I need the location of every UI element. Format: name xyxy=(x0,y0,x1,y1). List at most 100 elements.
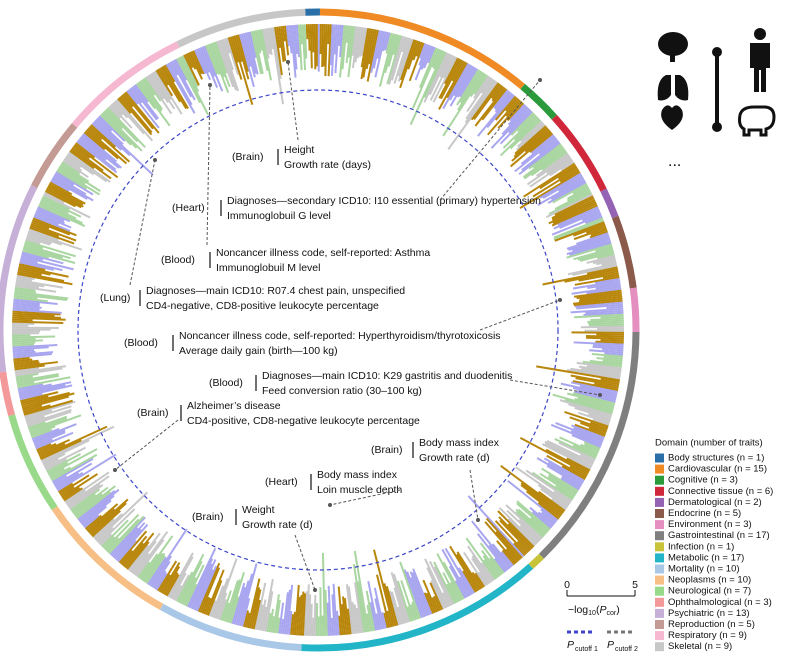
bar-texture xyxy=(423,52,449,103)
bar-texture xyxy=(53,174,87,196)
bar-texture xyxy=(272,27,282,79)
bar-texture xyxy=(588,413,611,422)
bar-texture xyxy=(482,555,500,578)
scale-label: −log10(Pcor) xyxy=(568,604,620,617)
bar-texture xyxy=(507,523,534,550)
legend-label: Skeletal (n = 9) xyxy=(668,641,732,652)
bar-texture xyxy=(216,40,235,88)
bar-texture xyxy=(23,399,73,416)
bar-texture xyxy=(108,105,121,119)
bar-texture xyxy=(145,76,173,115)
bar-texture xyxy=(592,345,624,350)
bar-texture xyxy=(103,513,140,551)
bar-texture xyxy=(244,32,257,74)
bar-texture xyxy=(152,560,171,589)
bar-texture xyxy=(357,581,368,633)
bar-texture xyxy=(339,24,344,58)
bar-texture xyxy=(365,28,376,70)
bar-texture xyxy=(585,224,607,234)
bar-texture xyxy=(602,274,620,279)
brain-stem xyxy=(670,52,675,62)
bar-texture xyxy=(595,283,621,290)
bar-texture xyxy=(400,580,416,621)
bar-texture xyxy=(18,267,51,276)
bar-texture xyxy=(87,508,116,533)
bar-texture xyxy=(27,421,46,429)
bar-texture xyxy=(62,486,81,500)
legend-swatch xyxy=(655,497,664,507)
bar-texture xyxy=(22,249,50,259)
bar-texture xyxy=(551,204,598,227)
scale-label-part: 10 xyxy=(588,610,596,617)
bar-texture xyxy=(488,557,503,576)
bar-texture xyxy=(590,228,608,237)
bar-texture xyxy=(411,601,420,620)
bar-texture xyxy=(218,40,238,91)
bar-texture xyxy=(164,64,176,83)
bar-texture xyxy=(346,608,352,635)
bar-texture xyxy=(94,513,123,541)
bar-texture xyxy=(481,88,508,121)
bar-texture xyxy=(14,292,68,301)
bar-texture xyxy=(586,336,624,340)
tissue-label: (Heart) xyxy=(172,202,205,214)
bar-texture xyxy=(63,158,83,172)
bar-texture xyxy=(39,200,77,220)
bar-texture xyxy=(258,29,269,71)
bar-texture xyxy=(326,602,330,636)
bar-texture xyxy=(90,502,127,536)
bar-texture xyxy=(177,553,205,603)
bar-texture xyxy=(176,57,201,104)
link-end xyxy=(712,122,722,132)
tissue-label: (Blood) xyxy=(161,254,195,266)
bar-texture xyxy=(266,28,273,55)
bar-texture xyxy=(108,515,145,555)
tissue-label: (Heart) xyxy=(265,476,298,488)
bar-texture xyxy=(214,558,238,619)
bar-texture xyxy=(559,436,599,456)
bar-texture xyxy=(49,467,65,478)
bar-texture xyxy=(126,90,139,105)
bar-texture xyxy=(530,149,567,177)
bar-texture xyxy=(442,72,485,137)
bar-texture xyxy=(16,272,73,286)
bar-texture xyxy=(600,339,624,342)
bar-texture xyxy=(38,204,86,227)
bar-texture xyxy=(32,219,71,236)
bar-texture xyxy=(48,448,98,477)
bar-texture xyxy=(459,68,479,98)
bar-texture xyxy=(366,613,372,632)
bar-texture xyxy=(258,599,267,631)
pig-trait: Immunoglobuil M level xyxy=(216,262,320,274)
bar-texture xyxy=(443,57,460,85)
bar-texture xyxy=(299,24,303,45)
bar-texture xyxy=(499,117,540,157)
bar-texture xyxy=(102,111,143,152)
bar-texture xyxy=(98,115,126,142)
bar-texture xyxy=(26,236,51,246)
bar-texture xyxy=(268,608,275,633)
bar-texture xyxy=(442,592,451,607)
legend-label: Ophthalmological (n = 3) xyxy=(668,597,772,608)
arrow-head xyxy=(598,393,602,397)
bar-texture xyxy=(21,391,70,407)
arrow xyxy=(469,469,479,521)
bar-texture xyxy=(388,590,401,626)
bar-texture xyxy=(34,211,72,229)
bar-texture xyxy=(520,482,564,515)
bar-texture xyxy=(120,95,153,134)
bar-texture xyxy=(579,385,618,395)
bar-texture xyxy=(511,128,550,162)
bar-texture xyxy=(499,519,531,552)
domain-arc xyxy=(551,114,607,192)
bar-texture xyxy=(351,26,358,56)
bar-texture xyxy=(153,70,183,115)
bar-texture xyxy=(554,190,592,210)
legend-swatch xyxy=(655,475,664,485)
bar-texture xyxy=(281,25,286,42)
bar-texture xyxy=(240,33,252,68)
bar-texture xyxy=(391,591,403,625)
bar-texture xyxy=(376,574,391,628)
bar-texture xyxy=(516,500,551,531)
bar-texture xyxy=(517,113,536,133)
